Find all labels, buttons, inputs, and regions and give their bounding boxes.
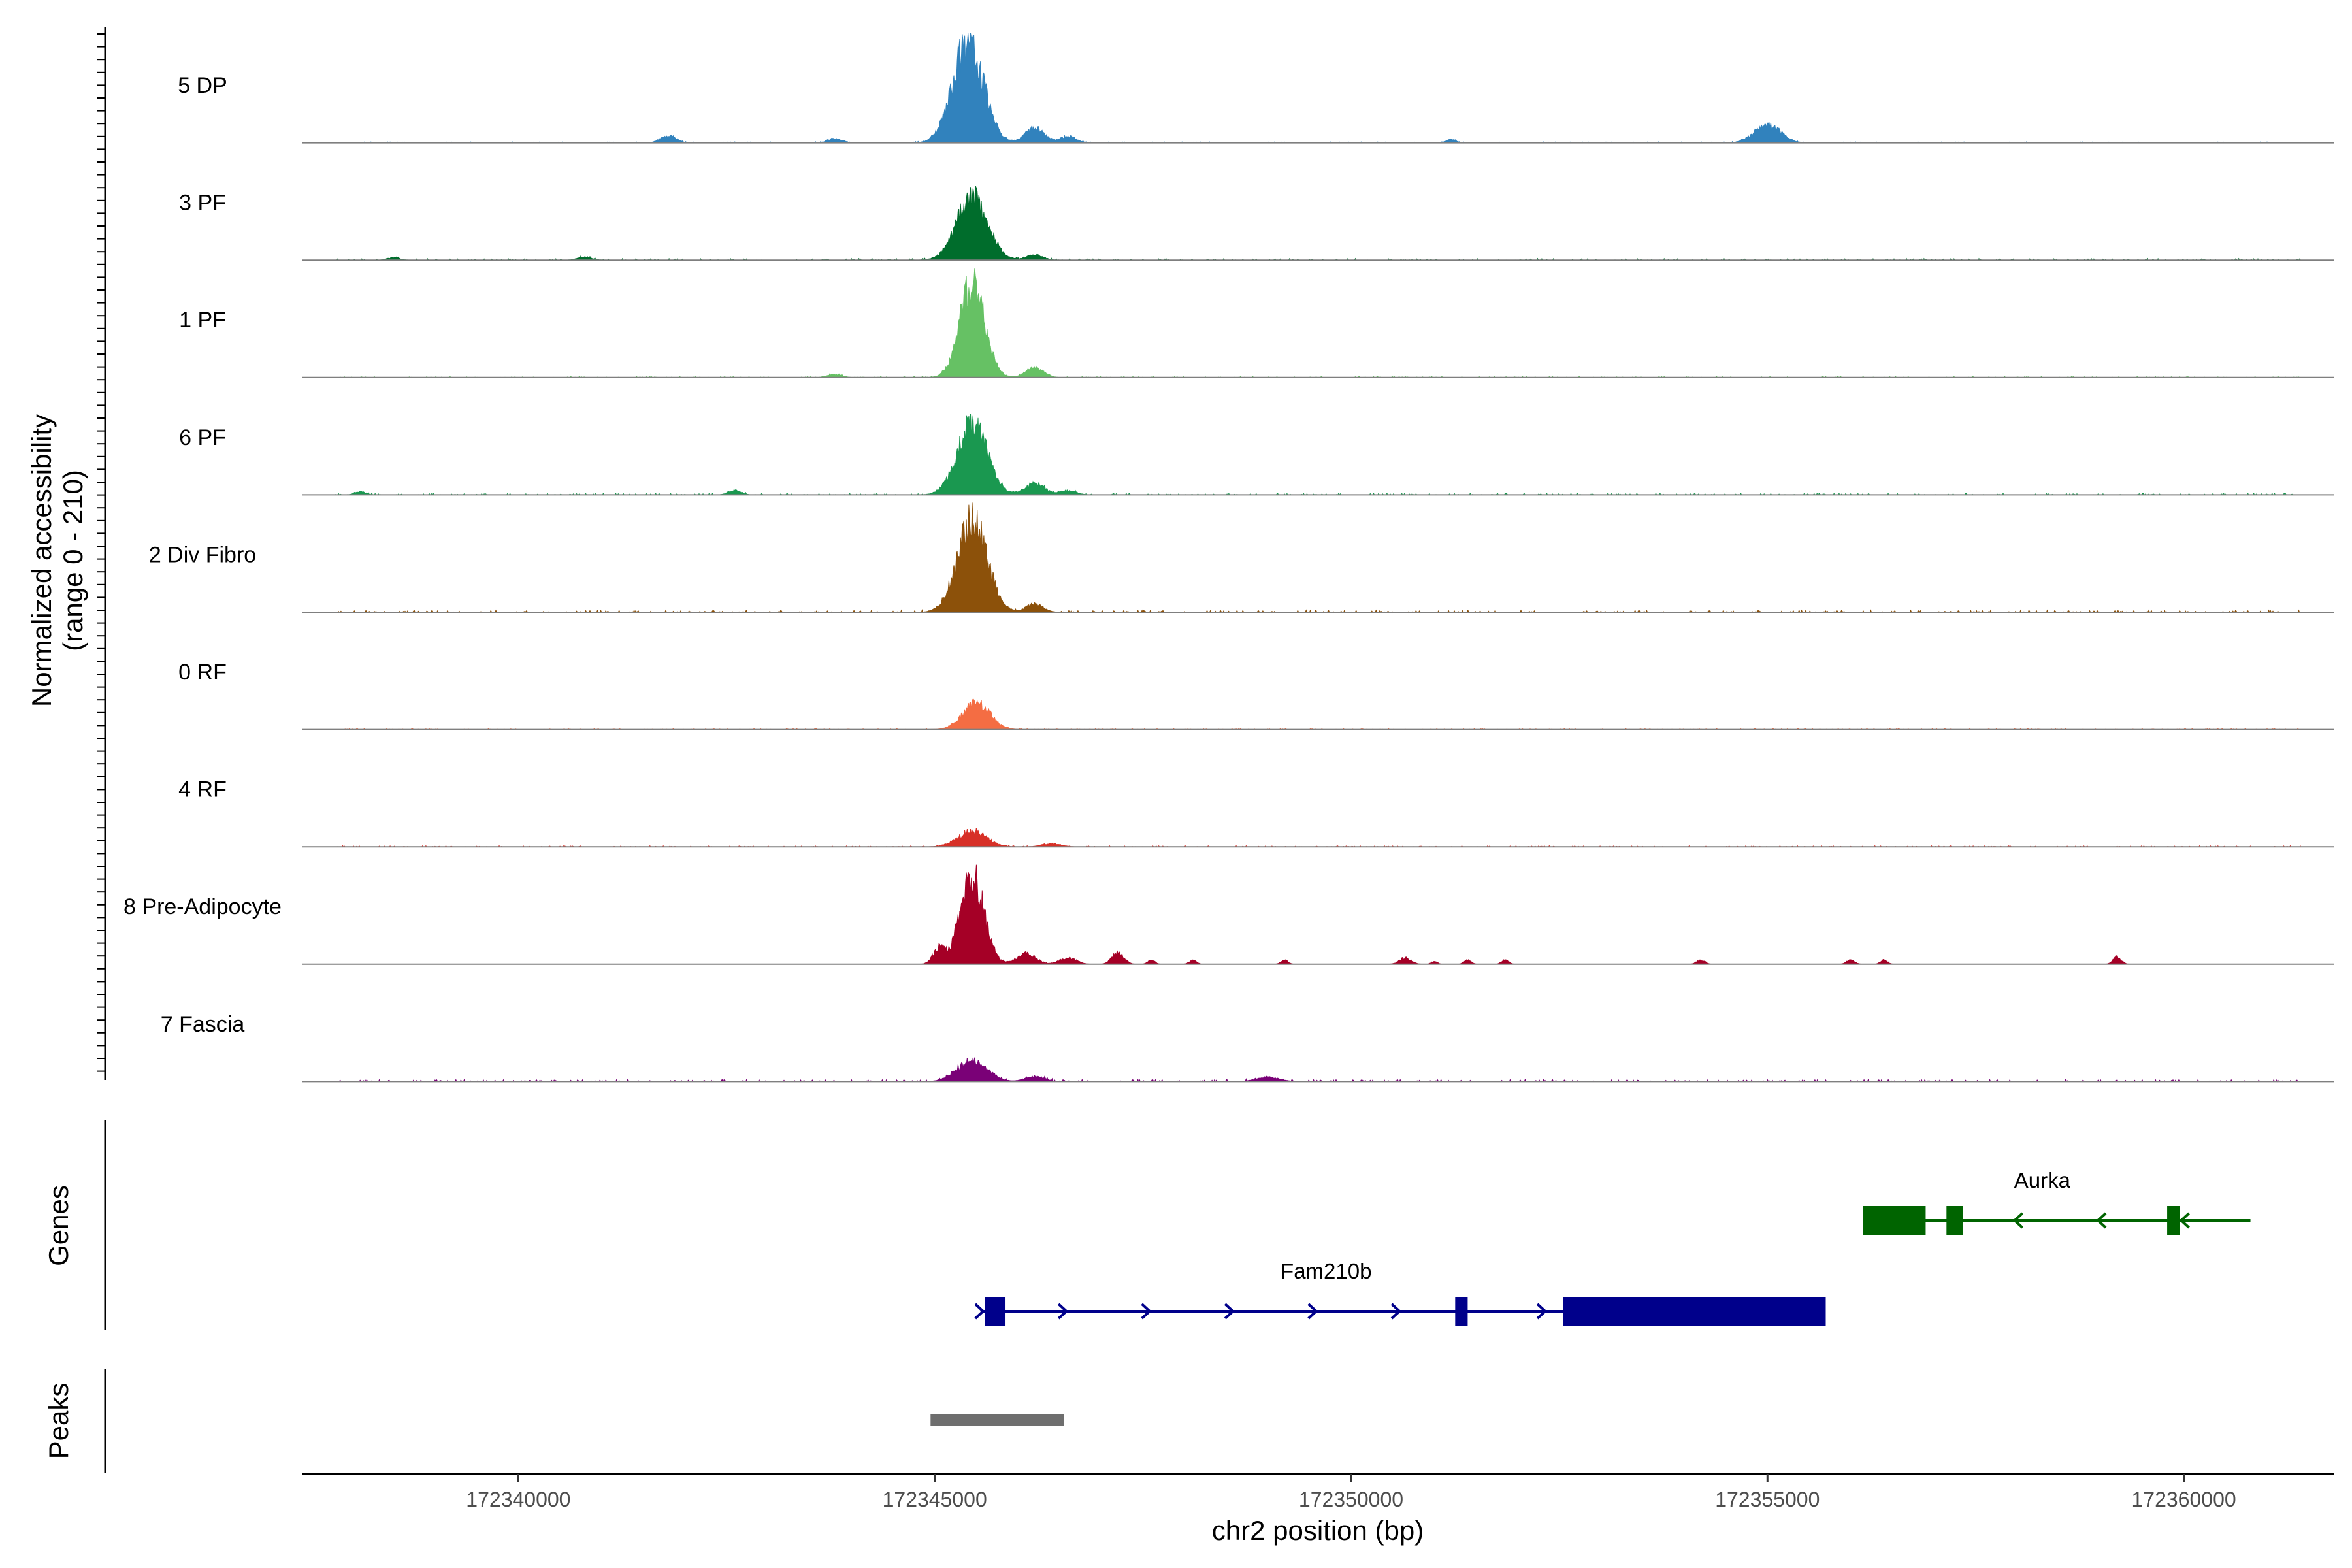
track-label: 4 RF [178,777,227,802]
strand-arrow [1224,1303,1235,1320]
track-label: 1 PF [179,308,226,333]
coverage-y-axis-subtitle: (range 0 - 210) [57,470,88,651]
gene-exon [1455,1297,1468,1326]
gene-label: Aurka [2014,1168,2071,1192]
coverage-track-4-rf: 4 RF [178,777,2334,848]
track-label: 2 Div Fibro [149,542,256,567]
peaks-track [930,1414,1064,1426]
peaks-y-axis-title: Peaks [43,1383,74,1460]
coverage-track-2-div-fibro: 2 Div Fibro [149,502,2334,613]
gene-fam210b: Fam210b [974,1259,1826,1326]
strand-arrow [974,1303,985,1320]
strand-arrow [1307,1303,1318,1320]
strand-arrow [1057,1303,1069,1320]
coverage-y-axis-title: Normalized accessibility [26,414,57,707]
x-axis-ticks: 172340000 172345000 172350000 172355000 1723… [466,1474,2236,1511]
coverage-y-ticks [97,33,105,1072]
coverage-track-7-fascia: 7 Fascia [161,1012,2334,1083]
track-label: 5 DP [178,73,227,98]
genes-track: Aurka Fam210b [974,1168,2251,1326]
strand-arrow [2179,1212,2190,1229]
coverage-track-8-pre-adipocyte: 8 Pre-Adipocyte [123,864,2334,965]
gene-exon [1563,1297,1826,1326]
track-label: 6 PF [179,425,226,450]
gene-exon [1863,1206,1926,1235]
x-tick-label: 172340000 [466,1488,570,1511]
strand-arrow [2012,1212,2024,1229]
strand-arrow [1390,1303,1402,1320]
coverage-track-3-pf: 3 PF [179,186,2334,261]
x-tick-label: 172360000 [2131,1488,2236,1511]
track-label: 8 Pre-Adipocyte [123,894,282,919]
coverage-track-0-rf: 0 RF [178,660,2334,730]
gene-aurka: Aurka [1863,1168,2251,1235]
peak-region [930,1414,1064,1426]
x-tick-label: 172345000 [883,1488,987,1511]
strand-arrow [1141,1303,1152,1320]
coverage-track-5-dp: 5 DP [178,33,2334,144]
strand-arrow [1536,1303,1548,1320]
coverage-track-1-pf: 1 PF [179,268,2334,378]
strand-arrow [2096,1212,2107,1229]
track-label: 0 RF [178,660,227,685]
track-label: 3 PF [179,191,226,216]
gene-exon [2167,1206,2180,1235]
coverage-tracks: 5 DP 3 PF 1 PF 6 PF 2 Div Fibro 0 RF 4 RF 8 Pre… [123,33,2334,1083]
track-label: 7 Fascia [161,1012,245,1037]
gene-exon [985,1297,1006,1326]
x-axis-title: chr2 position (bp) [1212,1515,1424,1546]
x-tick-label: 172355000 [1715,1488,1820,1511]
coverage-track-6-pf: 6 PF [179,414,2334,496]
x-tick-label: 172350000 [1299,1488,1403,1511]
gene-exon [1946,1206,1963,1235]
gene-label: Fam210b [1281,1259,1371,1283]
genes-y-axis-title: Genes [43,1185,74,1266]
